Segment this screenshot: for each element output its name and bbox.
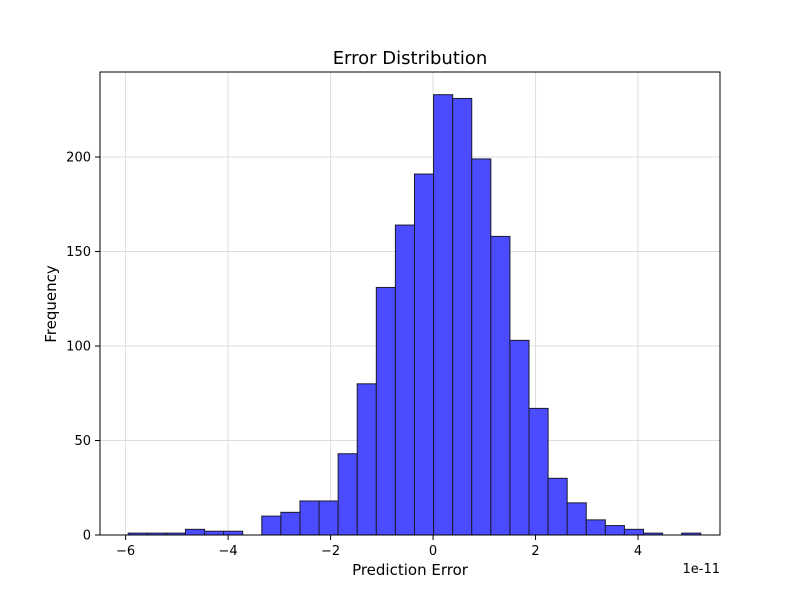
histogram-bar	[299, 500, 320, 536]
bars	[127, 94, 702, 536]
histogram-bar	[375, 286, 396, 536]
histogram-bar	[261, 515, 282, 536]
x-tick-label: −4	[219, 544, 238, 559]
y-tick-label: 150	[66, 245, 91, 260]
histogram-bar	[433, 94, 454, 536]
histogram-bar	[204, 530, 225, 536]
histogram-bar	[585, 519, 606, 536]
histogram-bar	[394, 224, 415, 536]
histogram-bar	[566, 502, 587, 536]
histogram-bar	[452, 97, 473, 536]
plot-frame	[99, 71, 721, 536]
histogram-bar	[528, 407, 549, 536]
x-tick-label: 2	[531, 544, 539, 559]
x-axis-ticks: −6 −4 −2 0 2 4	[116, 535, 642, 559]
y-tick-label: 100	[66, 340, 91, 355]
y-axis-label: Frequency	[42, 265, 60, 343]
histogram-bar	[337, 453, 358, 536]
y-axis-ticks: 0 50 100 150 200	[66, 151, 100, 544]
x-tick-label: −6	[116, 544, 135, 559]
x-tick-label: −2	[321, 544, 340, 559]
y-tick-label: 0	[83, 529, 91, 544]
x-tick-label: 0	[429, 544, 437, 559]
x-axis-label: Prediction Error	[352, 561, 469, 579]
histogram-bar	[471, 158, 492, 536]
histogram-bar	[223, 530, 244, 536]
histogram-bar	[184, 528, 206, 536]
histogram-bar	[490, 235, 511, 536]
histogram-bar	[413, 173, 435, 536]
x-tick-label: 4	[634, 544, 642, 559]
histogram-bar	[318, 500, 339, 536]
chart-title: Error Distribution	[333, 48, 488, 69]
histogram-bar	[604, 525, 625, 536]
histogram-bar	[356, 383, 377, 536]
histogram-bar	[547, 477, 568, 536]
histogram-bar	[509, 339, 530, 536]
y-tick-label: 200	[66, 151, 91, 166]
x-axis-offset-label: 1e-11	[682, 562, 720, 577]
histogram-bar	[280, 511, 301, 536]
y-tick-label: 50	[74, 434, 91, 449]
histogram-bar	[623, 528, 645, 536]
